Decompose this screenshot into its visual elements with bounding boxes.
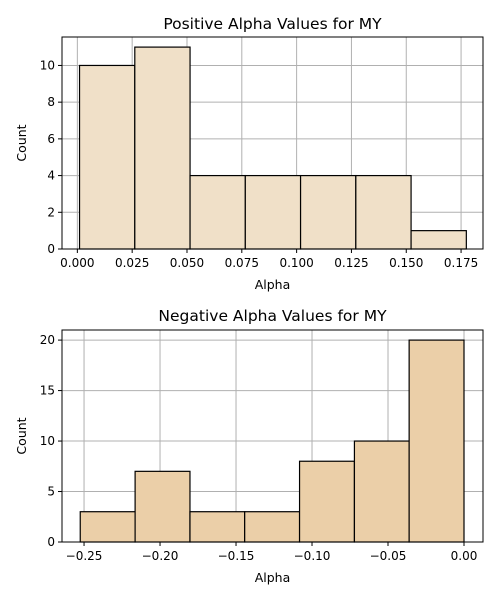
x-tick-label: 0.125 (334, 256, 368, 270)
y-tick-label: 4 (47, 169, 55, 183)
chart-title: Negative Alpha Values for MY (158, 307, 387, 325)
x-tick-label: 0.050 (170, 256, 204, 270)
bars (79, 339, 465, 543)
histogram-bar (189, 511, 246, 543)
bars (78, 46, 467, 250)
y-tick-label: 15 (40, 384, 55, 398)
x-tick-label: 0.025 (115, 256, 149, 270)
positive-alpha-histogram: Positive Alpha Values for MY 0.000 0.025 0… (14, 15, 484, 292)
x-tick-label: −0.20 (142, 549, 179, 563)
histogram-bar (79, 511, 136, 543)
x-tick-label: −0.10 (294, 549, 331, 563)
x-tick-label: 0.100 (279, 256, 313, 270)
chart-title: Positive Alpha Values for MY (163, 15, 382, 33)
y-tick-label: 0 (47, 242, 55, 256)
tick-labels: −0.25 −0.20 −0.15 −0.10 −0.05 0.00 0 5 10 15 20 (40, 333, 478, 563)
y-tick-label: 2 (47, 205, 55, 219)
y-axis-label: Count (14, 124, 29, 161)
y-tick-label: 10 (40, 434, 55, 448)
y-tick-label: 6 (47, 132, 55, 146)
plot-frame (61, 329, 484, 543)
negative-alpha-histogram: Negative Alpha Values for MY −0.25 −0.20−… (14, 307, 484, 585)
x-axis-label: Alpha (255, 277, 291, 292)
y-tick-label: 8 (47, 95, 55, 109)
y-tick-label: 10 (40, 58, 55, 72)
y-tick-label: 5 (47, 485, 55, 499)
histogram-bar (353, 440, 410, 543)
histogram-bar (78, 64, 136, 250)
histogram-bar (410, 230, 467, 250)
x-axis-label: Alpha (255, 570, 291, 585)
histogram-bar (244, 511, 301, 543)
x-tick-label: 0.000 (60, 256, 94, 270)
x-tick-label: 0.075 (225, 256, 259, 270)
x-tick-label: −0.25 (66, 549, 103, 563)
x-tick-label: 0.00 (451, 549, 478, 563)
histogram-bar (355, 174, 412, 250)
x-tick-label: 0.150 (389, 256, 423, 270)
histogram-bar (189, 174, 246, 250)
plot-frame (61, 36, 484, 250)
y-tick-label: 0 (47, 535, 55, 549)
histogram-bar (134, 46, 191, 250)
y-tick-label: 20 (40, 333, 55, 347)
x-tick-label: −0.15 (218, 549, 255, 563)
histogram-bar (134, 470, 191, 543)
histogram-bar (408, 339, 465, 543)
histogram-bar (298, 460, 356, 543)
histogram-bar (244, 174, 302, 250)
tick-labels: 0.000 0.025 0.050 0.075 0.100 0.125 0.150 0.175… (40, 58, 479, 270)
x-tick-label: 0.175 (444, 256, 478, 270)
y-axis-label: Count (14, 417, 29, 454)
x-tick-label: −0.05 (370, 549, 407, 563)
histogram-bar (299, 174, 357, 250)
